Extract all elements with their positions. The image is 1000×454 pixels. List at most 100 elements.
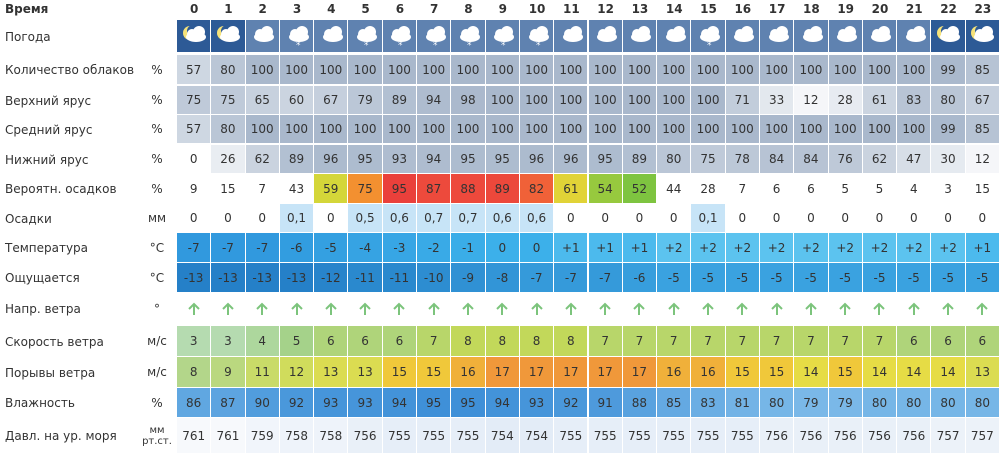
value-cell: 85 [965, 115, 999, 143]
value-cell: 100 [588, 115, 622, 143]
value-cell: 92 [279, 388, 314, 417]
svg-text:*: * [536, 41, 541, 51]
value-cell: -13 [177, 263, 211, 292]
value-cell: 0 [897, 204, 931, 232]
value-cell: 100 [485, 115, 519, 143]
wind-arrow-cell [211, 293, 245, 324]
value-cell: 7 [759, 326, 794, 356]
value-cell: -5 [759, 263, 794, 292]
row-unit: мм рт.ст. [140, 418, 174, 454]
value-cell: 94 [417, 145, 451, 173]
value-cell: 75 [348, 174, 382, 203]
value-cell: 61 [554, 174, 588, 203]
value-cell: 100 [657, 115, 691, 143]
value-cell: 756 [862, 418, 897, 453]
value-cell: 755 [451, 418, 485, 453]
hour-label: 20 [871, 2, 889, 16]
value-cell: 80 [931, 86, 965, 114]
hour-label: 11 [562, 2, 580, 16]
value-cell: 28 [828, 86, 862, 114]
icon [631, 26, 652, 42]
icon [937, 25, 961, 42]
row-label: Нижний ярус [5, 152, 89, 167]
value-cell: 96 [519, 145, 554, 173]
value-cell: 757 [931, 418, 965, 453]
weather-icon-cell: * [417, 20, 451, 52]
row-unit: % [151, 395, 163, 410]
icon [668, 302, 680, 315]
hour-label: 16 [734, 2, 752, 16]
value-cell: 28 [691, 174, 725, 203]
value-cell: 100 [657, 86, 691, 114]
value-cell: 0,1 [279, 204, 314, 232]
value-cell: 33 [759, 86, 794, 114]
value-cell: 100 [588, 55, 622, 84]
row-label: Напр. ветра [5, 302, 81, 316]
wind-arrow-cell [657, 293, 691, 324]
value-cell: 0 [622, 204, 657, 232]
icon [462, 302, 474, 315]
value-cell: 65 [245, 86, 279, 114]
icon [187, 302, 200, 315]
value-cell: 0 [177, 204, 211, 232]
weather-icon-cell: * [279, 20, 314, 52]
value-cell: 87 [211, 388, 245, 417]
value-cell: 3 [931, 174, 965, 203]
value-cell: 67 [965, 86, 999, 114]
value-cell: 12 [794, 86, 828, 114]
icon [770, 302, 783, 315]
value-cell: 100 [725, 55, 759, 84]
value-cell: 0 [794, 204, 828, 232]
value-cell: -7 [245, 233, 279, 262]
value-cell: 16 [451, 357, 485, 387]
icon [565, 302, 577, 315]
value-cell: -5 [314, 233, 348, 262]
value-cell: 100 [348, 55, 382, 84]
icon [905, 26, 926, 42]
header-label: Время [5, 2, 49, 16]
value-cell: 100 [245, 115, 279, 143]
weather-icon-cell [965, 20, 999, 52]
value-cell: 7 [725, 326, 759, 356]
row-unit: м/с [147, 334, 167, 348]
icon [562, 26, 583, 42]
wind-arrow-cell [588, 293, 622, 324]
value-cell: 82 [519, 174, 554, 203]
weather-icon-cell: * [451, 20, 485, 52]
value-cell: +2 [691, 233, 725, 262]
svg-text:*: * [707, 41, 712, 51]
value-cell: -8 [485, 263, 519, 292]
value-cell: -5 [931, 263, 965, 292]
icon [359, 302, 371, 315]
value-cell: 0 [314, 204, 348, 232]
value-cell: 100 [725, 115, 759, 143]
value-cell: 0 [177, 145, 211, 173]
value-cell: 756 [348, 418, 382, 453]
icon [216, 25, 240, 42]
value-cell: 61 [862, 86, 897, 114]
value-cell: 100 [554, 86, 588, 114]
svg-text:*: * [364, 41, 369, 51]
value-cell: 80 [965, 388, 999, 417]
value-cell: -4 [348, 233, 382, 262]
value-cell: 13 [348, 357, 382, 387]
value-cell: 86 [177, 388, 211, 417]
icon [633, 302, 646, 315]
value-cell: 100 [519, 86, 554, 114]
value-cell: 100 [897, 115, 931, 143]
value-cell: 0 [485, 233, 519, 262]
value-cell: 100 [759, 55, 794, 84]
icon [322, 26, 343, 42]
wind-arrow-cell [451, 293, 485, 324]
value-cell: 761 [177, 418, 211, 453]
weather-icon-cell [177, 20, 211, 52]
icon [873, 302, 886, 315]
icon [290, 302, 303, 315]
value-cell: 100 [794, 115, 828, 143]
value-cell: +2 [897, 233, 931, 262]
value-cell: -7 [211, 233, 245, 262]
value-cell: 44 [657, 174, 691, 203]
value-cell: 99 [931, 115, 965, 143]
icon [734, 26, 755, 42]
value-cell: 0 [588, 204, 622, 232]
